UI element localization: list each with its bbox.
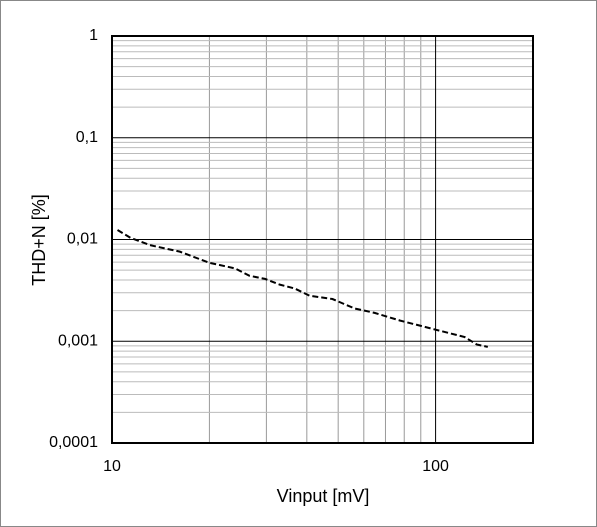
- y-tick-label: 0,01: [67, 231, 98, 248]
- plot-frame: [111, 35, 534, 444]
- data-line: [116, 229, 489, 348]
- y-tick-label: 0,001: [58, 332, 98, 349]
- y-tick-label: 1: [89, 27, 98, 44]
- y-tick-label: 0,1: [76, 129, 98, 146]
- x-tick-label: 100: [422, 458, 449, 475]
- y-tick-label: 0,0001: [49, 434, 98, 451]
- x-axis-label: Vinput [mV]: [277, 486, 370, 506]
- y-axis-label: THD+N [%]: [29, 194, 49, 286]
- x-tick-label: 10: [103, 458, 121, 475]
